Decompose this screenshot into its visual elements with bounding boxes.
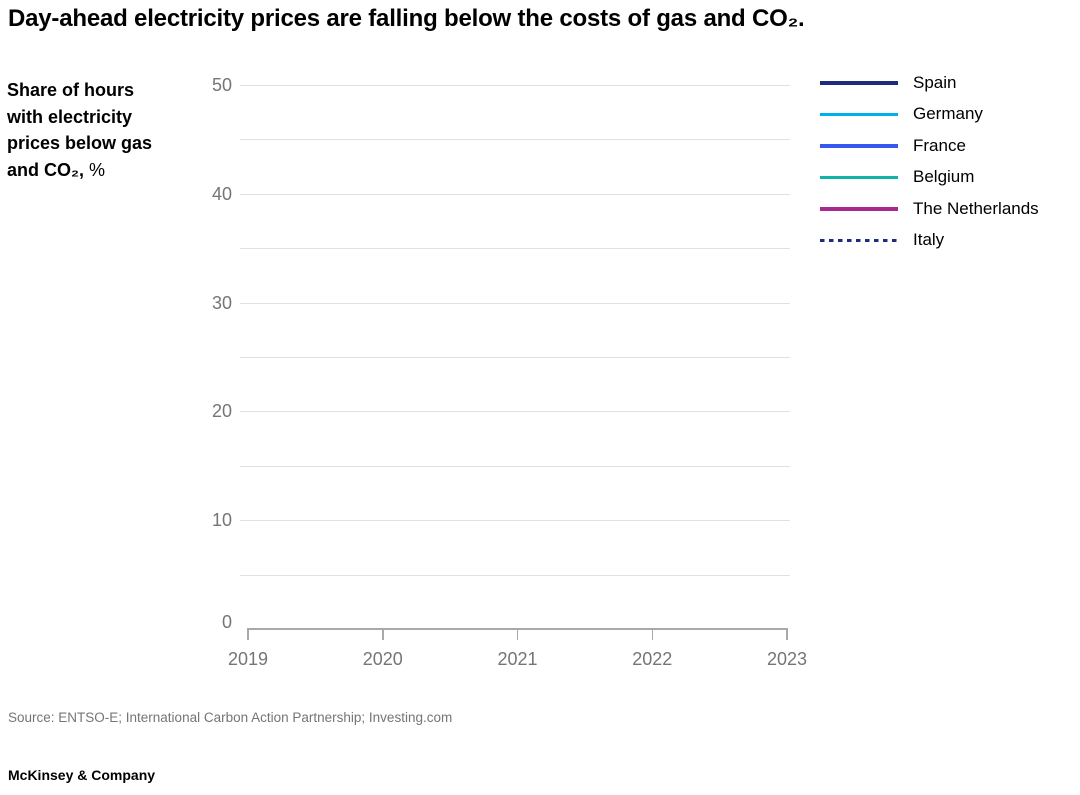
y-axis-title-line: with electricity — [7, 106, 133, 127]
gridline — [240, 85, 790, 86]
y-tick-label: 30 — [211, 292, 232, 313]
legend-label: Italy — [913, 230, 945, 250]
legend-label: Germany — [913, 104, 983, 124]
gridline — [240, 465, 790, 467]
chart-title: Day-ahead electricity prices are falling… — [8, 5, 805, 32]
x-tick-mark — [651, 628, 653, 640]
y-tick-label: 20 — [211, 401, 232, 422]
legend-item-france: France — [820, 130, 1039, 162]
x-tick-label: 2022 — [632, 649, 673, 669]
legend-line-swatch — [820, 207, 898, 211]
gridline — [240, 139, 790, 141]
y-axis-title-line: and CO₂, % — [7, 157, 197, 184]
legend-line-swatch — [820, 238, 898, 242]
legend-item-the-netherlands: The Netherlands — [820, 193, 1039, 225]
legend-label: Belgium — [913, 167, 975, 187]
x-tick-label: 2020 — [362, 649, 403, 669]
legend-label: Spain — [913, 72, 957, 92]
x-tick-label: 2023 — [766, 649, 808, 669]
legend-line-swatch — [820, 112, 898, 116]
y-axis-title-bold-part: and CO₂, — [7, 159, 85, 180]
x-tick-label: 2019 — [227, 649, 269, 669]
x-tick-mark — [247, 628, 249, 640]
source-note: Source: ENTSO-E; International Carbon Ac… — [8, 710, 453, 725]
y-tick-label: 40 — [211, 183, 232, 204]
gridline — [240, 520, 790, 522]
x-tick-mark — [786, 628, 788, 640]
y-tick-label: 10 — [211, 510, 232, 531]
legend-line-swatch — [820, 144, 898, 148]
x-tick-mark — [516, 628, 519, 640]
legend-label: France — [913, 135, 966, 155]
plot-area: 0 10 20 30 40 50 2019 2020 2021 2022 2023 — [212, 76, 807, 669]
gridline — [240, 302, 790, 304]
y-tick-label: 50 — [211, 75, 232, 95]
brand-wordmark: McKinsey & Company — [8, 767, 156, 783]
legend-item-italy: Italy — [820, 225, 1039, 257]
y-axis-unit: % — [89, 159, 106, 180]
x-tick-label: 2021 — [497, 649, 538, 669]
legend-line-swatch — [820, 81, 898, 85]
gridline — [240, 357, 790, 358]
y-axis-title-line: prices below gas — [7, 133, 153, 153]
legend-item-belgium: Belgium — [820, 162, 1039, 194]
y-tick-label: 0 — [221, 612, 232, 632]
gridline — [240, 193, 790, 195]
legend-label: The Netherlands — [913, 198, 1039, 218]
y-axis-title: Share of hours with electricity prices b… — [7, 77, 197, 183]
legend-item-germany: Germany — [820, 99, 1039, 131]
gridline — [240, 248, 790, 250]
gridline — [240, 411, 790, 413]
x-tick-mark — [382, 628, 384, 640]
gridline — [240, 574, 790, 576]
legend-item-spain: Spain — [820, 67, 1039, 99]
y-axis-title-line: Share of hours — [7, 80, 135, 100]
legend-line-swatch — [820, 175, 898, 179]
legend: Spain Germany France Belgium The Netherlands… — [820, 67, 1039, 256]
